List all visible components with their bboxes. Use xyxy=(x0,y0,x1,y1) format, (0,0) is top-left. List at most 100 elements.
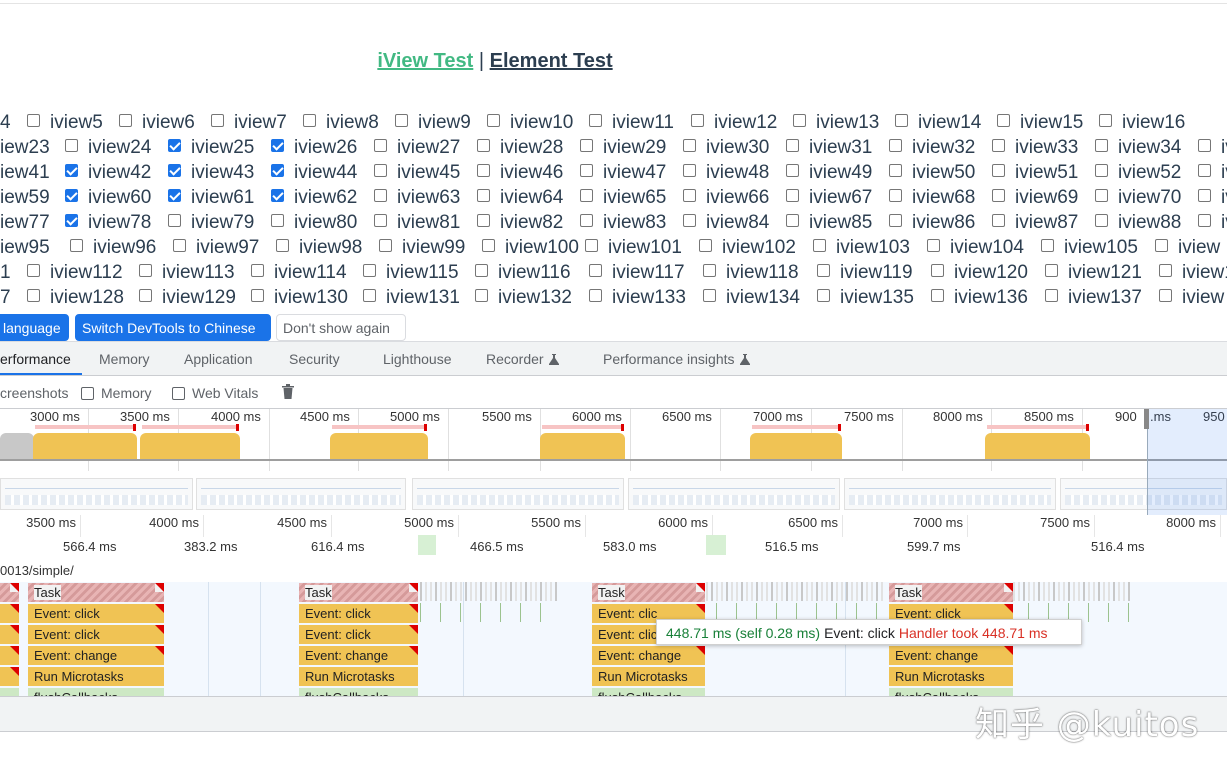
checkbox[interactable] xyxy=(703,289,716,303)
flame-event[interactable]: Run Microtasks xyxy=(889,667,1013,686)
checkbox-item[interactable]: iview121 xyxy=(1045,262,1159,284)
checkbox[interactable] xyxy=(580,189,593,203)
checkbox-item[interactable]: iview85 xyxy=(786,212,889,234)
checkbox[interactable] xyxy=(683,189,696,203)
interactions-track[interactable]: 566.4 ms 383.2 ms 616.4 ms 466.5 ms 583.0 ms… xyxy=(0,535,1227,561)
checkbox[interactable] xyxy=(374,189,387,203)
checkbox-item[interactable]: iview137 xyxy=(1045,287,1159,309)
checkbox-item[interactable]: iview134 xyxy=(703,287,817,309)
checkbox[interactable] xyxy=(65,189,78,203)
checkbox-item[interactable]: iview28 xyxy=(477,137,580,159)
checkbox[interactable] xyxy=(27,264,40,278)
iview-test-link[interactable]: iView Test xyxy=(377,50,474,72)
checkbox[interactable] xyxy=(119,114,132,128)
checkbox[interactable] xyxy=(889,164,902,178)
checkbox[interactable] xyxy=(168,139,181,153)
checkbox-item[interactable]: iview98 xyxy=(276,237,379,259)
checkbox[interactable] xyxy=(889,214,902,228)
checkbox[interactable] xyxy=(271,214,284,228)
checkbox[interactable] xyxy=(1041,239,1054,253)
flame-block-stub[interactable] xyxy=(0,625,19,644)
checkbox-item[interactable]: iview105 xyxy=(1041,237,1155,259)
overview-selection-window[interactable] xyxy=(1147,409,1227,515)
checkbox-item[interactable]: iview60 xyxy=(65,187,168,209)
flame-event[interactable]: flushCallbacks xyxy=(889,688,1013,696)
checkbox[interactable] xyxy=(992,164,1005,178)
memory-checkbox[interactable] xyxy=(81,386,94,400)
checkbox-item[interactable]: iview87 xyxy=(992,212,1095,234)
checkbox-item[interactable]: iview136 xyxy=(931,287,1045,309)
flame-task[interactable]: Task xyxy=(889,583,1013,602)
checkbox-item[interactable]: iview135 xyxy=(817,287,931,309)
checkbox[interactable] xyxy=(1198,189,1211,203)
checkbox[interactable] xyxy=(482,239,495,253)
flame-event[interactable]: Run Microtasks xyxy=(592,667,705,686)
checkbox-item[interactable]: iview115 xyxy=(363,262,475,284)
checkbox[interactable] xyxy=(889,139,902,153)
tab-memory[interactable]: Memory xyxy=(99,342,150,375)
checkbox[interactable] xyxy=(251,264,264,278)
checkbox-item[interactable]: iview101 xyxy=(585,237,699,259)
checkbox[interactable] xyxy=(793,114,806,128)
checkbox-item[interactable]: iview48 xyxy=(683,162,786,184)
checkbox-item[interactable]: iview86 xyxy=(889,212,992,234)
tab-lighthouse[interactable]: Lighthouse xyxy=(383,342,452,375)
checkbox[interactable] xyxy=(683,139,696,153)
flame-block-stub[interactable] xyxy=(0,604,19,623)
flame-block-stub[interactable] xyxy=(0,646,19,665)
checkbox[interactable] xyxy=(374,139,387,153)
flame-event[interactable]: Event: click xyxy=(299,604,418,623)
tab-performance-insights[interactable]: Performance insights xyxy=(603,342,750,375)
interaction-duration[interactable]: 383.2 ms xyxy=(184,539,238,554)
checkbox-item[interactable]: iview xyxy=(1159,287,1227,309)
checkbox-item[interactable]: iview42 xyxy=(65,162,168,184)
tab-application[interactable]: Application xyxy=(184,342,253,375)
checkbox-item[interactable]: iview46 xyxy=(477,162,580,184)
checkbox[interactable] xyxy=(475,264,488,278)
checkbox-item[interactable]: iview1 xyxy=(1159,262,1227,284)
checkbox-item[interactable]: iview80 xyxy=(271,212,374,234)
screenshots-toggle-label[interactable]: creenshots xyxy=(0,385,69,401)
checkbox[interactable] xyxy=(1095,139,1108,153)
checkbox-item[interactable]: iview34 xyxy=(1095,137,1198,159)
checkbox-item[interactable]: iview114 xyxy=(251,262,363,284)
checkbox[interactable] xyxy=(786,139,799,153)
checkbox-item[interactable]: iview131 xyxy=(363,287,475,309)
checkbox-item[interactable]: iview69 xyxy=(992,187,1095,209)
tab-recorder[interactable]: Recorder xyxy=(486,342,559,375)
checkbox[interactable] xyxy=(889,189,902,203)
checkbox-item[interactable]: iview97 xyxy=(173,237,276,259)
checkbox[interactable] xyxy=(65,139,78,153)
checkbox[interactable] xyxy=(1159,264,1172,278)
checkbox[interactable] xyxy=(65,214,78,228)
checkbox[interactable] xyxy=(303,114,316,128)
checkbox[interactable] xyxy=(585,239,598,253)
checkbox-item[interactable]: iview12 xyxy=(691,112,793,134)
checkbox-item[interactable]: iview84 xyxy=(683,212,786,234)
checkbox[interactable] xyxy=(817,289,830,303)
interaction-duration[interactable]: 616.4 ms xyxy=(311,539,365,554)
checkbox-item[interactable]: iview51 xyxy=(992,162,1095,184)
checkbox[interactable] xyxy=(927,239,940,253)
checkbox-item[interactable]: iview30 xyxy=(683,137,786,159)
checkbox[interactable] xyxy=(211,114,224,128)
flame-event[interactable]: Event: clic xyxy=(592,604,705,623)
checkbox[interactable] xyxy=(1045,264,1058,278)
checkbox-item[interactable]: iview119 xyxy=(817,262,931,284)
flame-event[interactable]: Event: change xyxy=(299,646,418,665)
checkbox-item[interactable]: iview132 xyxy=(475,287,589,309)
checkbox-item[interactable]: iview11 xyxy=(589,112,691,134)
checkbox[interactable] xyxy=(786,214,799,228)
checkbox[interactable] xyxy=(1099,114,1112,128)
checkbox[interactable] xyxy=(1198,214,1211,228)
checkbox-item[interactable]: iview26 xyxy=(271,137,374,159)
checkbox[interactable] xyxy=(27,289,40,303)
checkbox-item[interactable]: iview29 xyxy=(580,137,683,159)
flame-block-stub[interactable] xyxy=(0,583,19,602)
checkbox[interactable] xyxy=(895,114,908,128)
checkbox[interactable] xyxy=(580,214,593,228)
checkbox[interactable] xyxy=(65,164,78,178)
checkbox-item[interactable]: iview117 xyxy=(589,262,703,284)
checkbox-item[interactable]: iview10 xyxy=(487,112,589,134)
checkbox[interactable] xyxy=(475,289,488,303)
